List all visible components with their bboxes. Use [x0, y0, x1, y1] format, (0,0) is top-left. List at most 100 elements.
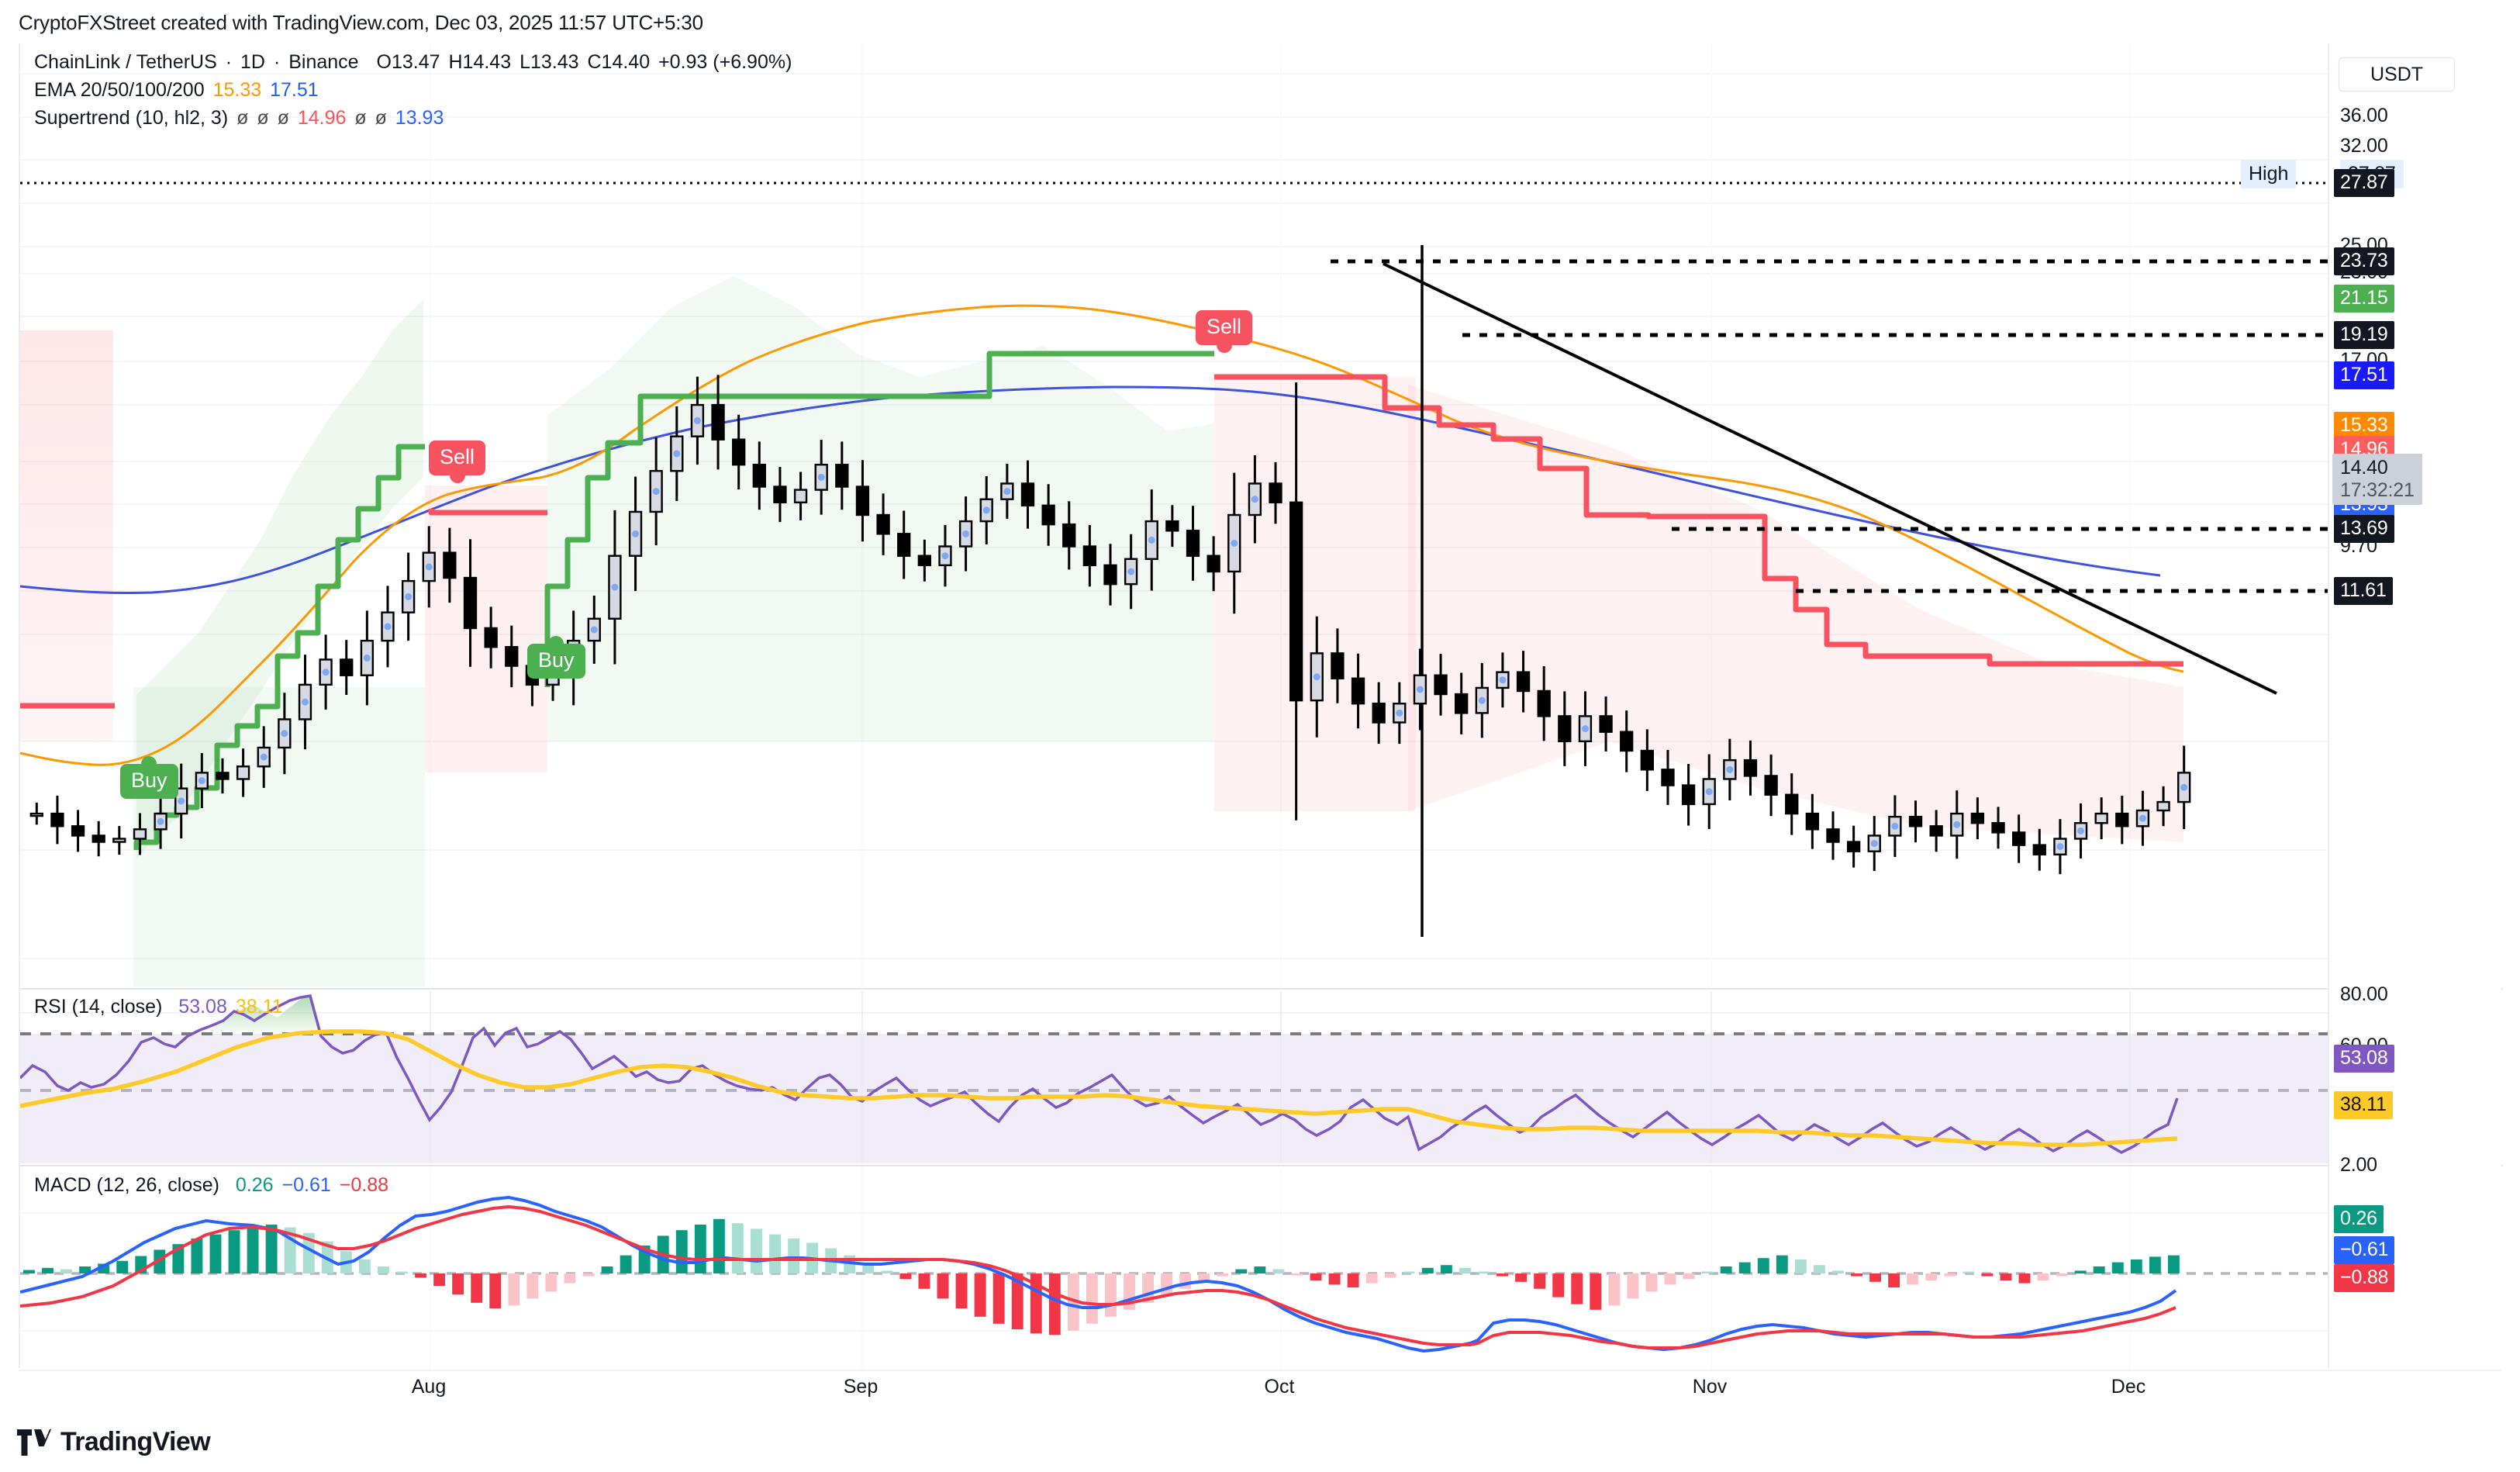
macd-histogram-bar	[1421, 1267, 1434, 1273]
sell-signal-marker[interactable]: Sell	[1196, 310, 1253, 353]
macd-histogram-bar	[1048, 1273, 1061, 1336]
rsi-ma-line	[20, 1029, 2178, 1147]
macd-histogram-bar	[1757, 1258, 1769, 1273]
price-badge: 27.87	[2334, 169, 2394, 197]
ema-legend[interactable]: EMA 20/50/100/200 15.33 17.51	[34, 79, 322, 102]
macd-histogram-bar	[1832, 1270, 1844, 1273]
price-tick: 36.00	[2340, 105, 2388, 126]
legend-sep: ·	[225, 51, 233, 73]
rsi-ma-value: 38.11	[235, 996, 283, 1018]
tradingview-logo[interactable]: TradingView	[17, 1427, 211, 1457]
macd-histogram-bar	[1925, 1273, 1938, 1280]
macd-histogram-bar	[862, 1263, 875, 1273]
macd-histogram-bar	[1217, 1273, 1229, 1277]
macd-histogram-bar	[265, 1225, 278, 1273]
ohlc-change: +0.93 (+6.90%)	[658, 51, 792, 73]
macd-histogram-bar	[1720, 1266, 1732, 1273]
macd-signal-line	[20, 1204, 2177, 1349]
macd-histogram-bar	[1590, 1273, 1602, 1310]
macd-histogram-bar	[1683, 1273, 1695, 1280]
price-badge: 13.69	[2334, 515, 2394, 543]
price-badge: 19.19	[2334, 321, 2394, 349]
macd-histogram-bar	[1310, 1273, 1322, 1280]
macd-histogram-bar	[1067, 1273, 1079, 1331]
crosshair-price-badge: 14.40 17:32:21	[2332, 454, 2422, 505]
key-level-lines	[20, 181, 2343, 593]
downtrend-line	[1383, 262, 2277, 695]
macd-histogram-bar	[1272, 1269, 1285, 1273]
macd-hist-value: 0.26	[235, 1174, 274, 1196]
macd-histogram-bar	[1851, 1273, 1862, 1277]
macd-histogram-bar	[2093, 1266, 2105, 1273]
axis-tick: 2.00	[2340, 1154, 2377, 1176]
rsi-value: 53.08	[178, 996, 227, 1018]
macd-histogram-bar	[1738, 1262, 1751, 1273]
macd-histogram-bar	[1458, 1267, 1471, 1273]
symbol-name: ChainLink / TetherUS	[34, 51, 217, 73]
candlestick-series	[29, 375, 2191, 875]
macd-histogram-bar	[1011, 1273, 1024, 1329]
macd-histogram-bar	[2074, 1270, 2087, 1273]
macd-histogram-bar	[1608, 1273, 1621, 1306]
macd-plot	[20, 1168, 2343, 1371]
macd-pane[interactable]: MACD (12, 26, close) 0.26 −0.61 −0.88	[20, 1168, 2343, 1371]
symbol-exchange: Binance	[288, 51, 359, 73]
macd-histogram-bar	[974, 1273, 986, 1317]
price-axis[interactable]: USDT 36.0032.0027.8725.0023.0017.0012.50…	[2328, 43, 2501, 1368]
macd-line-value: −0.61	[281, 1174, 331, 1196]
macd-histogram-bar	[694, 1225, 706, 1273]
macd-histogram-bar	[23, 1270, 35, 1273]
macd-histogram-bar	[1198, 1273, 1210, 1282]
buy-signal-marker[interactable]: Buy	[527, 636, 585, 679]
axis-badge: 0.26	[2334, 1205, 2384, 1233]
macd-histogram-bar	[2149, 1256, 2161, 1273]
ohlc-close: C14.40	[587, 51, 651, 73]
nil-glyph-1: ø	[236, 107, 249, 129]
macd-histogram-bar	[191, 1239, 203, 1273]
macd-histogram-bar	[1701, 1271, 1714, 1273]
macd-histogram-bar	[1534, 1273, 1546, 1289]
macd-histogram-bar	[918, 1273, 930, 1289]
tradingview-logo-icon	[17, 1429, 51, 1456]
ema-200-value: 17.51	[270, 79, 319, 101]
macd-histogram-bar	[1776, 1255, 1788, 1273]
macd-histogram-bar	[1813, 1265, 1825, 1273]
macd-histogram-bar	[1179, 1273, 1192, 1289]
price-plot	[20, 43, 2343, 987]
price-badge: 21.15	[2334, 285, 2394, 313]
macd-histogram-bar	[731, 1223, 744, 1273]
rsi-plot	[20, 991, 2343, 1163]
macd-histogram-bar	[788, 1239, 800, 1273]
pane-separator-macd[interactable]	[20, 1165, 2503, 1166]
macd-histogram-bar	[2018, 1273, 2031, 1284]
axis-badge: −0.88	[2334, 1264, 2395, 1292]
macd-histogram-bar	[2037, 1273, 2049, 1280]
macd-histogram-bar	[79, 1266, 91, 1273]
supertrend-down-line-mid	[428, 509, 547, 516]
nil-glyph-2: ø	[257, 107, 269, 129]
macd-histogram-bar	[1440, 1265, 1452, 1273]
currency-chip[interactable]: USDT	[2339, 57, 2455, 92]
price-badge: 11.61	[2334, 577, 2393, 605]
macd-histogram-bar	[1794, 1259, 1807, 1273]
legend-sep-2: ·	[273, 51, 281, 73]
supertrend-lower-value: 13.93	[395, 107, 444, 129]
macd-histogram-bar	[415, 1273, 426, 1278]
rsi-pane[interactable]: RSI (14, close) 53.08 38.11	[20, 991, 2343, 1163]
nil-glyph-5: ø	[375, 107, 387, 129]
time-axis[interactable]: Aug Sep Oct Nov Dec	[19, 1370, 2501, 1413]
high-tag: High	[2241, 160, 2297, 188]
macd-histogram-bar	[1981, 1273, 1994, 1277]
macd-histogram-bar	[2056, 1273, 2068, 1277]
buy-signal-marker[interactable]: Buy	[120, 756, 178, 799]
macd-legend[interactable]: MACD (12, 26, close) 0.26 −0.61 −0.88	[34, 1174, 392, 1197]
rsi-legend[interactable]: RSI (14, close) 53.08 38.11	[34, 996, 286, 1018]
price-pane[interactable]: ChainLink / TetherUS · 1D · Binance O13.…	[20, 43, 2343, 987]
macd-histogram-bar	[1496, 1273, 1508, 1277]
sell-signal-marker[interactable]: Sell	[429, 441, 486, 483]
macd-histogram-bar	[471, 1273, 483, 1303]
pane-separator-rsi[interactable]	[20, 988, 2503, 990]
supertrend-legend[interactable]: Supertrend (10, hl2, 3) ø ø ø 14.96 ø ø …	[34, 107, 447, 130]
macd-legend-title: MACD (12, 26, close)	[34, 1174, 219, 1196]
